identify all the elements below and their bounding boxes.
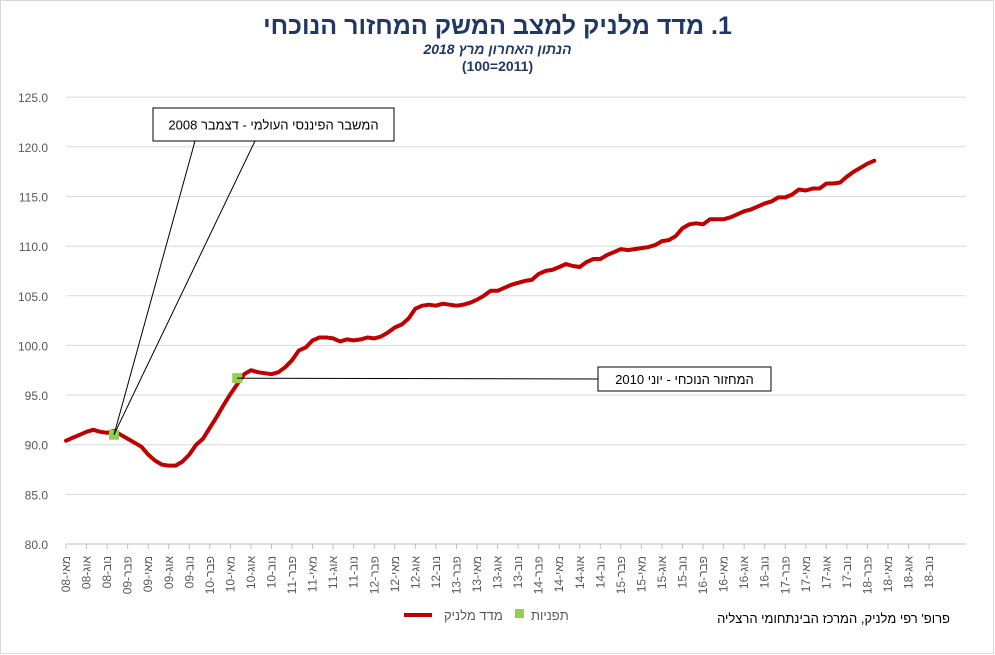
x-tick-label: פבר-12 [367,556,381,594]
x-tick-label: נוב-16 [758,556,772,588]
x-tick-label: אוג-12 [408,556,422,590]
x-tick-label: נוב-13 [511,556,525,588]
x-tick-label: אוג-10 [244,556,258,590]
x-tick-label: נוב-09 [182,556,196,588]
annotation-label: המחזור הנוכחי - יוני 2010 [615,372,754,387]
x-tick-label: אוג-16 [737,556,751,590]
credit-text: פרופ' רפי מלניק, המרכז הבינתחומי הרצליה [717,611,950,626]
x-tick-label: פבר-17 [778,556,792,594]
x-tick-label: נוב-14 [593,556,607,588]
x-tick-label: נוב-12 [429,556,443,588]
x-tick-label: אוג-08 [80,556,94,590]
annotation-leader-line [113,140,196,435]
x-tick-label: נוב-11 [347,556,361,588]
legend: מדד מלניק תפניות [404,608,569,623]
x-tick-label: פבר-18 [860,556,874,594]
annotation-box [152,107,395,142]
x-tick-label: נוב-17 [840,556,854,588]
plot-series [64,158,877,468]
x-tick-label: מאי-09 [141,556,155,592]
x-tick-label: מאי-12 [388,556,402,592]
y-tick-label: 85.0 [25,488,49,502]
x-tick-label: נוב-18 [922,556,936,588]
gridlines [66,96,966,545]
annotation-leader-line [237,377,599,380]
x-tick-label: פבר-14 [532,556,546,594]
legend-item-turning-points: תפניות [531,608,569,623]
x-tick-label: מאי-17 [799,556,813,592]
x-tick-label: מאי-18 [881,556,895,592]
annotation-leader-line [113,140,256,435]
y-tick-label: 105.0 [18,290,48,304]
x-tick-label: מאי-10 [223,556,237,592]
x-tick-label: אוג-17 [819,556,833,590]
x-tick-label: מאי-13 [470,556,484,592]
x-tick-label: פבר-16 [696,556,710,594]
x-tick-label: מאי-16 [717,556,731,592]
y-tick-label: 90.0 [25,439,49,453]
annotation-label: המשבר הפיננסי העולמי - דצמבר 2008 [168,118,378,133]
x-tick-label: פבר-09 [121,556,135,594]
x-tick-label: מאי-15 [634,556,648,592]
x-tick-label: מאי-11 [306,556,320,592]
x-tick-label: מאי-08 [59,556,73,592]
y-tick-label: 125.0 [18,91,48,105]
x-tick-label: אוג-11 [326,556,340,590]
x-axis: מאי-08 אוג-08 נוב-08 פבר-09 מאי-09 אוג-09 נוב-… [59,544,936,594]
x-tick-label: פבר-15 [614,556,628,594]
y-tick-label: 95.0 [25,389,49,403]
chart-base-note: (100=2011) [461,58,534,74]
chart-title: 1. מדד מלניק למצב המשק המחזור הנוכחי [263,12,732,40]
x-tick-label: אוג-18 [902,556,916,590]
series-line-index [64,158,877,468]
x-tick-label: אוג-14 [573,556,587,590]
x-tick-label: נוב-08 [100,556,114,588]
legend-marker-swatch [515,609,524,618]
annotations: המשבר הפיננסי העולמי - דצמבר 2008 המחזור … [113,107,772,435]
y-axis: 80.0 85.0 90.0 95.0 100.0 105.0 110.0 115.0 120.… [18,91,48,552]
x-tick-label: אוג-09 [162,556,176,590]
x-tick-label: אוג-15 [655,556,669,590]
y-tick-label: 80.0 [25,538,49,552]
legend-item-index: מדד מלניק [444,608,503,623]
chart-subtitle: הנתון האחרון מרץ 2018 [423,41,572,57]
y-tick-label: 115.0 [19,190,48,204]
x-tick-label: פבר-10 [203,556,217,594]
y-tick-label: 110.0 [19,240,48,254]
x-tick-label: נוב-10 [265,556,279,588]
x-tick-label: פבר-13 [449,556,463,594]
x-tick-label: מאי-14 [552,556,566,592]
annotation-box [597,366,772,392]
x-tick-label: פבר-11 [285,556,299,594]
x-tick-label: נוב-15 [676,556,690,588]
y-tick-label: 100.0 [18,339,48,353]
x-tick-label: אוג-13 [491,556,505,590]
y-tick-label: 120.0 [18,141,48,155]
